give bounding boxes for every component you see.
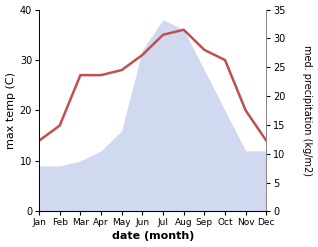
Y-axis label: max temp (C): max temp (C)	[5, 72, 16, 149]
X-axis label: date (month): date (month)	[112, 231, 194, 242]
Y-axis label: med. precipitation (kg/m2): med. precipitation (kg/m2)	[302, 45, 313, 176]
